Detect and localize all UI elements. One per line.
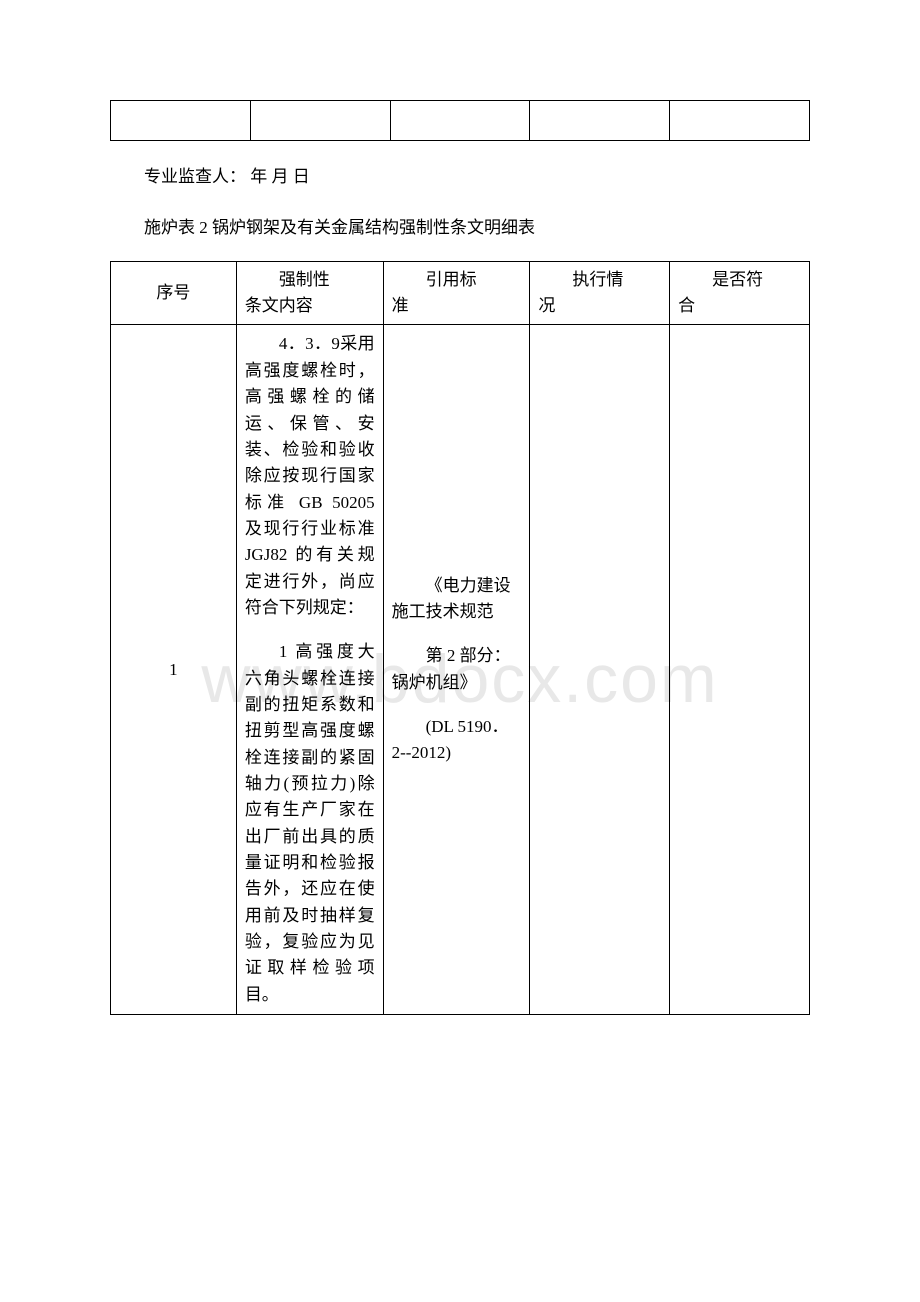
table-header-row: 序号 强制性条文内容 引用标准 执行情况 是否符合 (111, 261, 810, 325)
inspector-signature-line: 专业监查人： 年 月 日 (110, 163, 810, 192)
header-seq: 序号 (111, 261, 237, 325)
content-paragraph: 1 高强度大六角头螺栓连接副的扭矩系数和扭剪型高强度螺栓连接副的紧固轴力(预拉力… (245, 639, 375, 1008)
header-conformance: 是否符合 (670, 261, 810, 325)
table-row (111, 101, 810, 141)
main-data-table: 序号 强制性条文内容 引用标准 执行情况 是否符合 1 4．3．9采用高强度螺栓… (110, 261, 810, 1015)
cell-execution (530, 325, 670, 1015)
header-reference: 引用标准 (383, 261, 530, 325)
header-content: 强制性条文内容 (236, 261, 383, 325)
cell-conformance (670, 325, 810, 1015)
reference-paragraph: 第 2 部分： 锅炉机组》 (392, 643, 522, 696)
table-title: 施炉表 2 锅炉钢架及有关金属结构强制性条文明细表 (110, 214, 810, 243)
header-execution: 执行情况 (530, 261, 670, 325)
empty-cell (250, 101, 390, 141)
empty-cell (111, 101, 251, 141)
empty-cell (390, 101, 530, 141)
empty-cell (530, 101, 670, 141)
cell-seq: 1 (111, 325, 237, 1015)
table-row: 1 4．3．9采用高强度螺栓时，高强螺栓的储运、保管、安装、检验和验收除应按现行… (111, 325, 810, 1015)
content-paragraph: 4．3．9采用高强度螺栓时，高强螺栓的储运、保管、安装、检验和验收除应按现行国家… (245, 331, 375, 621)
empty-cell (670, 101, 810, 141)
reference-paragraph: (DL 5190．2--2012) (392, 714, 522, 767)
page-content: 专业监查人： 年 月 日 施炉表 2 锅炉钢架及有关金属结构强制性条文明细表 序… (110, 100, 810, 1015)
top-empty-table (110, 100, 810, 141)
cell-content: 4．3．9采用高强度螺栓时，高强螺栓的储运、保管、安装、检验和验收除应按现行国家… (236, 325, 383, 1015)
reference-paragraph: 《电力建设施工技术规范 (392, 573, 522, 626)
cell-reference: 《电力建设施工技术规范 第 2 部分： 锅炉机组》 (DL 5190．2--20… (383, 325, 530, 1015)
